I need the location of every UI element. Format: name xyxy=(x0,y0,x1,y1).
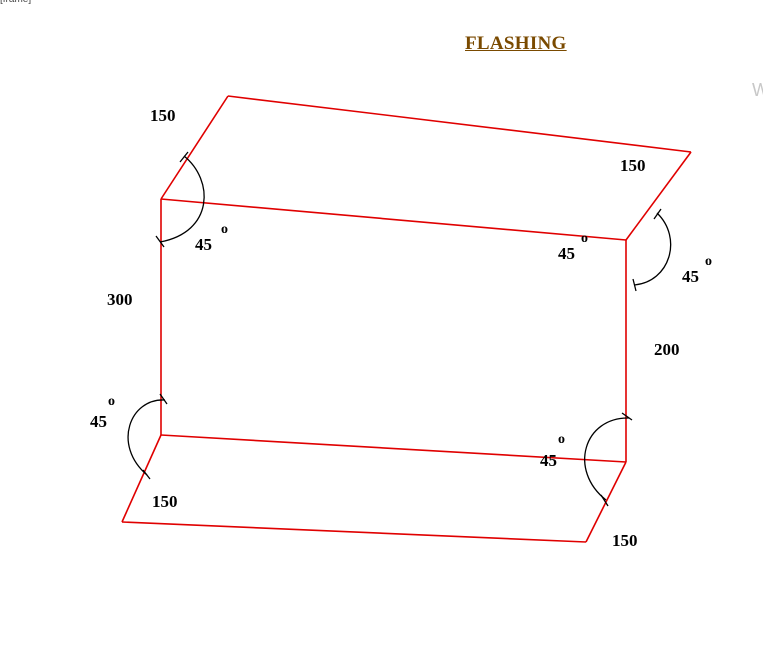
arc-bottom-right-tick-b xyxy=(600,494,609,507)
diagram-title: FLASHING xyxy=(465,33,567,54)
arc-top-left xyxy=(159,155,205,243)
top-front-edge xyxy=(160,198,627,241)
dim-top-right: 150 xyxy=(620,156,646,175)
arc-bottom-left-tick-a xyxy=(159,393,168,405)
dim-bottom-left: 150 xyxy=(152,492,178,511)
angle-top-right-outer-degree: o xyxy=(705,254,712,269)
arc-bottom-left xyxy=(127,399,166,476)
flashing-outline xyxy=(121,95,692,543)
bottom-left-flange xyxy=(121,434,162,523)
angle-arcs xyxy=(127,151,672,507)
dim-right: 200 xyxy=(654,340,680,359)
edge-mark: W xyxy=(752,80,763,100)
dim-bottom-right: 150 xyxy=(612,531,638,550)
angle-top-left-value: 45 xyxy=(195,235,212,254)
bottom-back-edge xyxy=(160,434,627,463)
angle-top-right-outer-value: 45 xyxy=(682,267,699,286)
angle-top-right-inner-value: 45 xyxy=(558,244,575,263)
dim-left: 300 xyxy=(107,290,133,309)
top-right-flange xyxy=(625,151,692,241)
arc-top-left-tick-a xyxy=(179,151,189,163)
angle-bottom-right-value: 45 xyxy=(540,451,557,470)
arc-bottom-right-tick-a xyxy=(621,412,633,421)
dim-top-left: 150 xyxy=(150,106,176,125)
angle-top-right-inner-degree: o xyxy=(581,231,588,246)
top-left-flange xyxy=(160,95,229,200)
frame-label: [frame] xyxy=(0,0,31,5)
arc-bottom-right xyxy=(584,417,630,501)
top-back-edge xyxy=(227,95,692,153)
angle-bottom-right-degree: o xyxy=(558,432,565,447)
arc-top-right-tick-a xyxy=(653,208,662,220)
arc-top-right xyxy=(633,212,672,286)
bottom-front-edge xyxy=(121,521,587,543)
angle-top-left-degree: o xyxy=(221,222,228,237)
angle-bottom-left-value: 45 xyxy=(90,412,107,431)
arc-top-right-tick-b xyxy=(632,278,637,292)
arc-top-left-tick-b xyxy=(155,235,165,248)
angle-bottom-left-degree: o xyxy=(108,394,115,409)
arc-bottom-left-tick-b xyxy=(142,469,151,480)
